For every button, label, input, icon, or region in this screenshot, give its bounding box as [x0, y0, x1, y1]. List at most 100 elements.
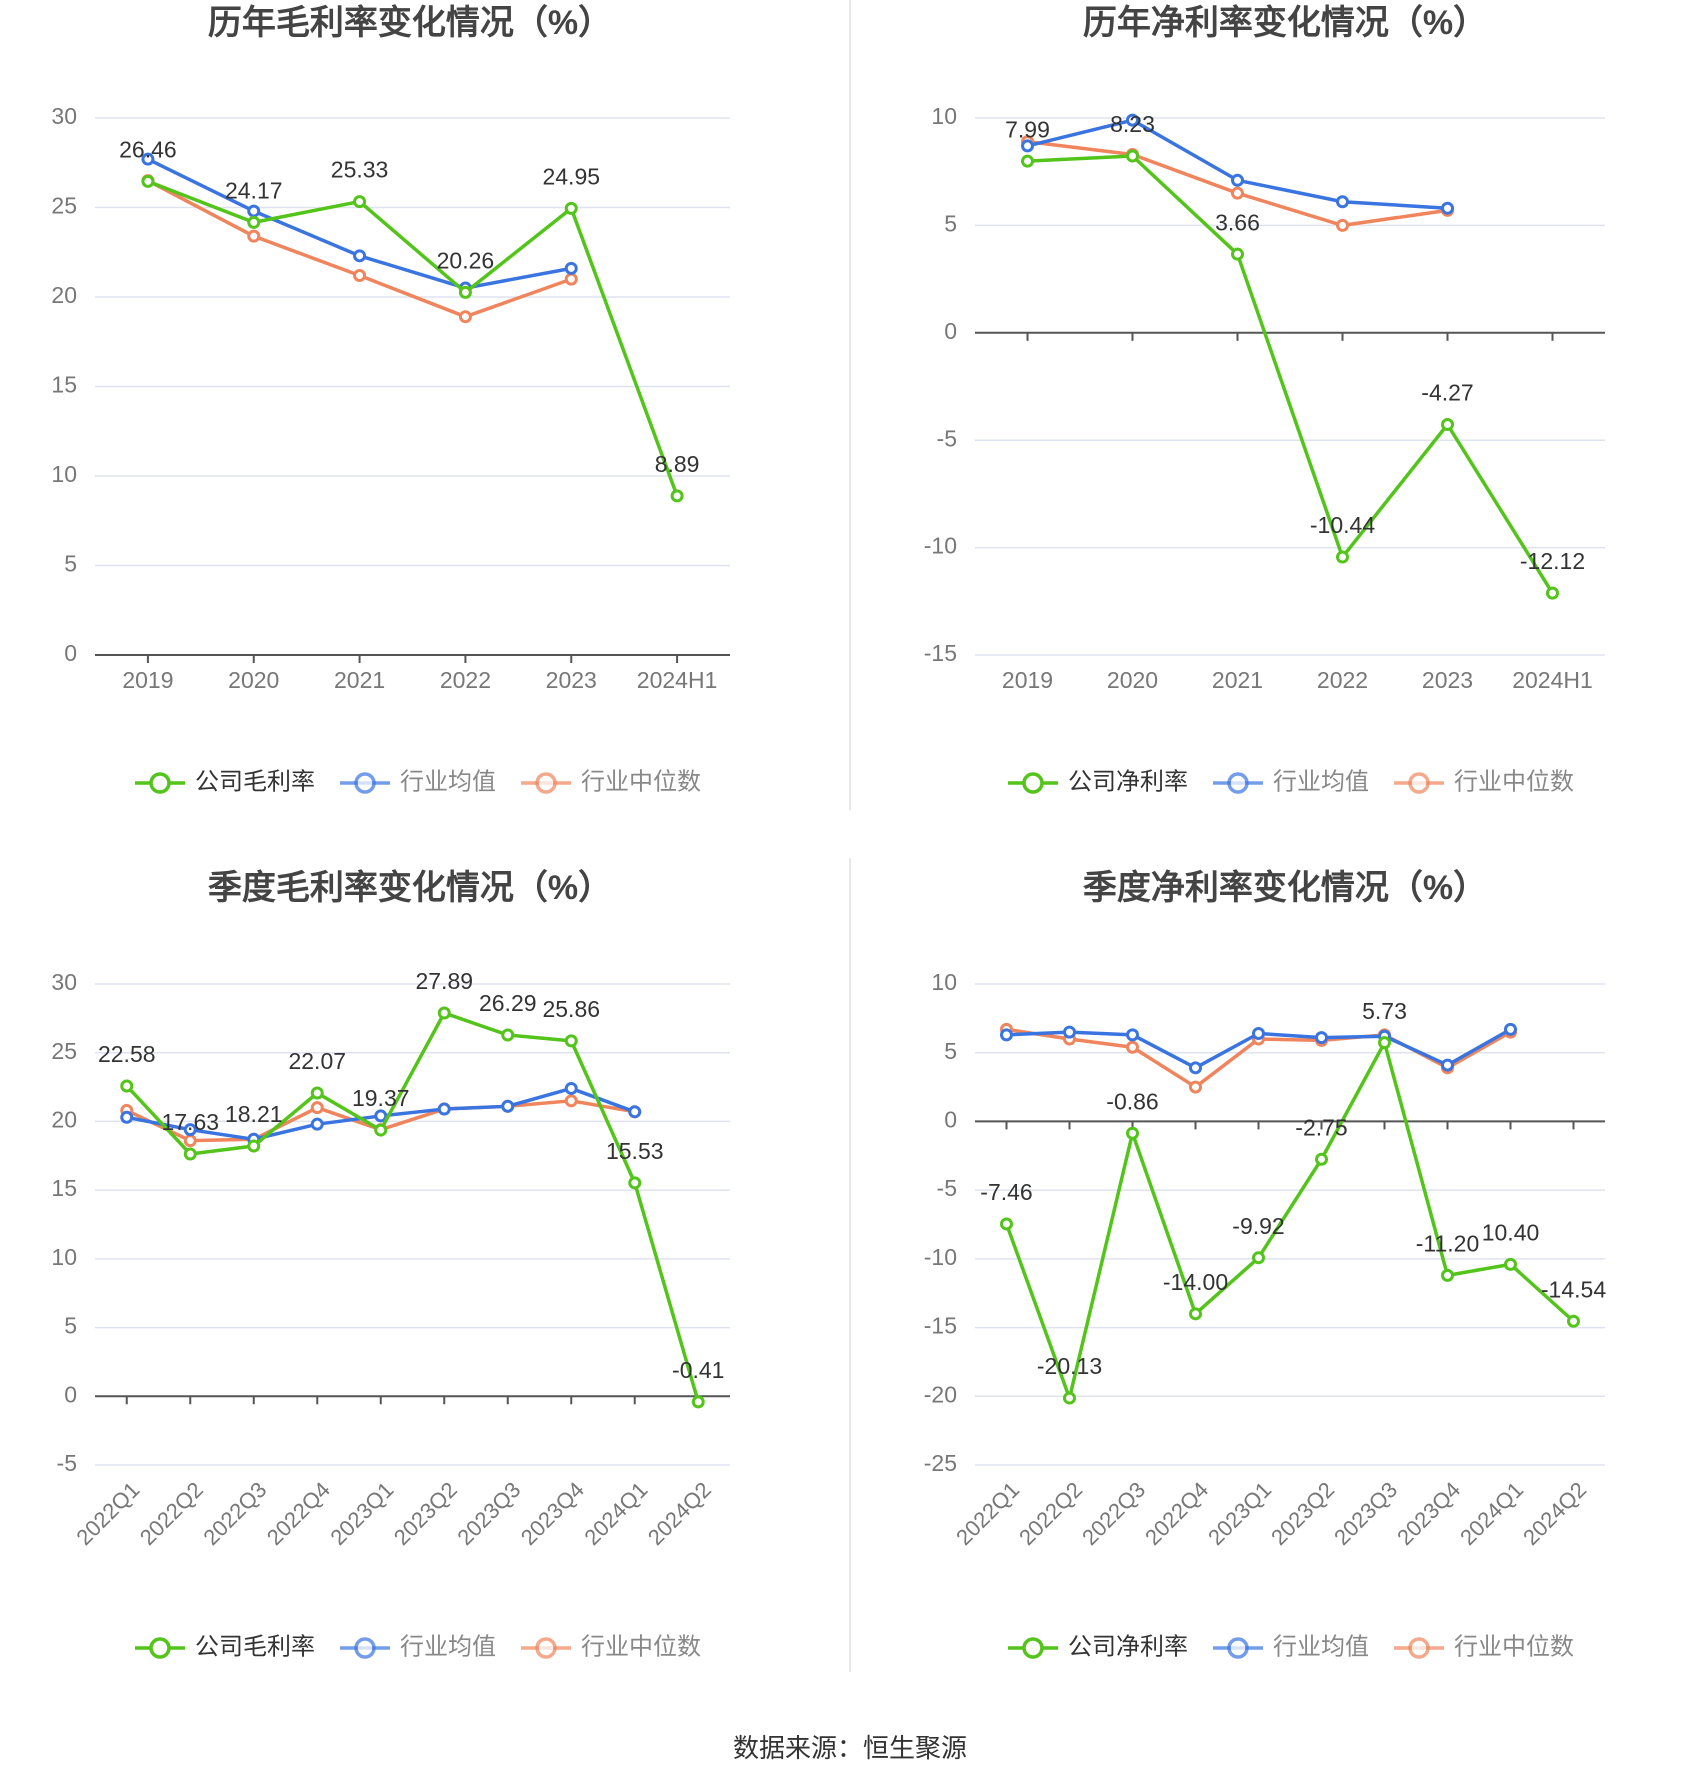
x-tick-label: 2022Q1 [71, 1477, 144, 1550]
data-label: -0.41 [672, 1357, 724, 1383]
chart-title: 历年净利率变化情况（%） [1083, 3, 1487, 42]
y-tick-label: 25 [51, 1038, 77, 1064]
data-point-industry_avg [501, 1099, 515, 1113]
y-tick-label: -5 [937, 1175, 957, 1201]
annual-gross-margin-chart: 历年毛利率变化情况（%） 0 5 10 15 20 25 30 2019 2020 2021 2022… [51, 3, 730, 795]
series-line-company [1027, 154, 1554, 595]
x-tick-label: 2019 [122, 667, 173, 693]
data-point-industry_avg [564, 261, 578, 275]
y-tick-label: 5 [944, 1038, 957, 1064]
data-label: -4.27 [1421, 380, 1473, 406]
data-point-company [1441, 418, 1454, 432]
data-point-industry_median [183, 1134, 197, 1148]
data-point-industry_avg [437, 1102, 451, 1116]
y-tick-label: 0 [944, 1107, 957, 1133]
x-tick-label: 2023Q1 [1203, 1477, 1276, 1550]
data-point-industry_avg [247, 204, 261, 218]
legend-label: 行业均值 [1273, 1633, 1369, 1660]
data-point-company [353, 195, 367, 209]
data-point-industry_avg [1063, 1025, 1076, 1039]
x-tick-label: 2024H1 [637, 667, 718, 693]
data-source-note: 数据来源：恒生聚源 [732, 1733, 967, 1763]
x-tick-label: 2024Q1 [1455, 1477, 1528, 1550]
data-point-industry_avg [1315, 1031, 1328, 1045]
data-label: 8.89 [655, 451, 700, 477]
data-label: 22.58 [98, 1041, 156, 1067]
data-point-company [1378, 1036, 1391, 1050]
y-tick-label: 0 [944, 318, 957, 344]
y-tick-label: 5 [64, 551, 77, 577]
data-label: 17.63 [161, 1109, 219, 1135]
x-tick-label: 2023 [546, 667, 597, 693]
data-label: 20.26 [437, 247, 495, 273]
legend-marker-industry_median [535, 772, 557, 794]
data-label: 25.86 [542, 996, 600, 1022]
x-tick-label: 2023Q2 [389, 1477, 462, 1550]
x-tick-label: 2024H1 [1512, 667, 1593, 693]
data-point-company [247, 1139, 261, 1153]
data-point-industry_median [1126, 1040, 1139, 1054]
data-point-industry_avg [1021, 139, 1034, 153]
data-label: 18.21 [225, 1101, 283, 1127]
legend-marker-company [149, 772, 171, 794]
y-tick-label: -10 [924, 1244, 957, 1270]
data-label: -2.75 [1295, 1114, 1347, 1140]
data-point-company [501, 1028, 515, 1042]
legend-label: 行业均值 [1273, 768, 1369, 795]
data-point-company [247, 215, 261, 229]
data-label: -12.12 [1520, 548, 1585, 574]
series-line-company [147, 179, 679, 497]
x-tick-label: 2022Q4 [262, 1477, 335, 1550]
chart-title: 历年毛利率变化情况（%） [208, 3, 612, 42]
data-point-company [1189, 1307, 1202, 1321]
data-point-industry_median [353, 269, 367, 283]
x-tick-label: 2022 [1317, 667, 1368, 693]
y-tick-label: 0 [64, 640, 77, 666]
data-label: -10.44 [1310, 512, 1375, 538]
data-point-industry_avg [141, 152, 155, 166]
x-tick-label: 2022Q2 [135, 1477, 208, 1550]
legend-marker-industry_median [1408, 1637, 1430, 1659]
legend-marker-company [1022, 772, 1044, 794]
data-point-company [120, 1079, 134, 1093]
data-point-company [183, 1147, 197, 1161]
x-tick-label: 2022Q3 [1077, 1477, 1150, 1550]
data-point-industry_avg [1441, 1058, 1454, 1072]
x-tick-label: 2022Q4 [1140, 1477, 1213, 1550]
data-point-industry_avg [1504, 1022, 1517, 1036]
legend-marker-company [1022, 1637, 1044, 1659]
x-tick-label: 2023Q1 [325, 1477, 398, 1550]
data-label: 8.23 [1110, 111, 1155, 137]
data-point-industry_avg [1189, 1061, 1202, 1075]
x-tick-label: 2023Q2 [1266, 1477, 1339, 1550]
data-point-company [458, 285, 472, 299]
data-label: 26.29 [479, 990, 537, 1016]
annual-net-margin-chart: 历年净利率变化情况（%） -15 -10 -5 0 5 10 2019 2020 2021 2022… [924, 3, 1605, 795]
data-point-industry_avg [1000, 1028, 1013, 1042]
data-point-industry_median [1231, 186, 1244, 200]
x-tick-label: 2022Q1 [951, 1477, 1024, 1550]
data-label: 22.07 [288, 1048, 346, 1074]
data-label: 5.73 [1362, 998, 1407, 1024]
data-point-company [1315, 1152, 1328, 1166]
data-point-company [1336, 550, 1349, 564]
y-tick-label: -15 [924, 1313, 957, 1339]
data-point-company [1126, 149, 1139, 163]
x-tick-label: 2023 [1422, 667, 1473, 693]
y-tick-label: -20 [924, 1381, 957, 1407]
data-point-company [374, 1123, 388, 1137]
legend-label: 公司毛利率 [195, 768, 315, 795]
legend-label: 公司净利率 [1068, 768, 1188, 795]
legend-label: 行业中位数 [1454, 768, 1574, 795]
y-tick-label: 10 [51, 461, 77, 487]
data-point-industry_avg [628, 1105, 642, 1119]
y-tick-label: 30 [51, 103, 77, 129]
y-tick-label: -10 [924, 533, 957, 559]
data-label: 19.37 [352, 1085, 410, 1111]
y-tick-label: -15 [924, 640, 957, 666]
x-tick-label: 2023Q4 [1392, 1477, 1465, 1550]
chart-title: 季度毛利率变化情况（%） [208, 868, 612, 907]
y-tick-label: 10 [931, 969, 957, 995]
x-tick-label: 2020 [1107, 667, 1158, 693]
